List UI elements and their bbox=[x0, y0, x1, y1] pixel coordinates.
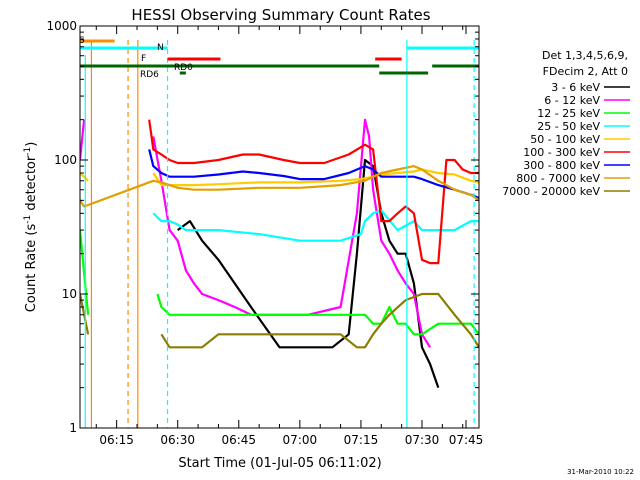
y-axis-label-part: detector bbox=[24, 155, 39, 215]
x-tick-label: 07:45 bbox=[449, 433, 484, 447]
y-tick-label: 10 bbox=[62, 287, 77, 301]
series-line-7 bbox=[148, 149, 479, 200]
legend: Det 1,3,4,5,6,9, FDecim 2, Att 0 3 - 6 k… bbox=[502, 49, 630, 198]
x-tick-label: 07:30 bbox=[405, 433, 440, 447]
legend-label-4: 25 - 50 keV bbox=[537, 120, 600, 133]
series-line-5 bbox=[80, 168, 479, 187]
x-axis: 06:15 06:30 06:45 07:00 07:15 07:30 07:45 bbox=[95, 26, 484, 447]
x-tick-label: 06:30 bbox=[160, 433, 195, 447]
x-tick-label: 07:00 bbox=[283, 433, 318, 447]
series-line-1 bbox=[177, 158, 440, 389]
series-line-6 bbox=[148, 119, 479, 265]
legend-label-3: 12 - 25 keV bbox=[537, 107, 600, 120]
x-tick-label: 07:15 bbox=[344, 433, 379, 447]
legend-label-7: 300 - 800 keV bbox=[523, 159, 600, 172]
legend-label-6: 100 - 300 keV bbox=[523, 146, 600, 159]
date-stamp: 31-Mar-2010 10:22 bbox=[567, 468, 634, 476]
legend-header-line-1: Det 1,3,4,5,6,9, bbox=[542, 49, 628, 62]
series-line-2 bbox=[80, 118, 432, 348]
legend-header-line-2: FDecim 2, Att 0 bbox=[543, 65, 628, 78]
series-group bbox=[80, 118, 479, 389]
y-tick-label: 1000 bbox=[46, 19, 77, 33]
series-line-3 bbox=[80, 229, 479, 336]
y-tick-label: 100 bbox=[54, 153, 77, 167]
state-label-s: S bbox=[79, 36, 85, 46]
x-tick-label: 06:45 bbox=[221, 433, 256, 447]
y-axis-label: Count Rate (s-1 detector-1) bbox=[23, 142, 39, 313]
state-label-f: F bbox=[141, 54, 146, 64]
state-label-rd0: RD0 bbox=[174, 63, 193, 73]
y-tick-label: 1 bbox=[69, 421, 77, 435]
legend-label-2: 6 - 12 keV bbox=[544, 94, 600, 107]
legend-label-9: 7000 - 20000 keV bbox=[502, 185, 600, 198]
legend-label-8: 800 - 7000 keV bbox=[516, 172, 600, 185]
state-label-rd6: RD6 bbox=[140, 70, 159, 80]
vertical-markers bbox=[84, 40, 475, 428]
x-tick-label: 06:15 bbox=[99, 433, 134, 447]
y-axis: 1 10 100 1000 bbox=[46, 19, 479, 435]
series-line-9 bbox=[80, 292, 479, 349]
legend-label-1: 3 - 6 keV bbox=[551, 81, 600, 94]
state-bars: S N F RD0 RD6 bbox=[79, 36, 479, 80]
x-axis-label: Start Time (01-Jul-05 06:11:02) bbox=[178, 456, 381, 471]
y-axis-label-superscript: -1 bbox=[23, 215, 33, 224]
state-label-n: N bbox=[157, 43, 164, 53]
y-axis-label-superscript: -1 bbox=[23, 147, 33, 156]
legend-label-5: 50 - 100 keV bbox=[530, 133, 600, 146]
series-line-8 bbox=[80, 165, 479, 208]
chart-title: HESSI Observing Summary Count Rates bbox=[131, 6, 430, 24]
series-line-4 bbox=[152, 209, 479, 242]
y-axis-label-part: ) bbox=[24, 142, 39, 147]
y-axis-label-part: Count Rate (s bbox=[24, 224, 39, 313]
